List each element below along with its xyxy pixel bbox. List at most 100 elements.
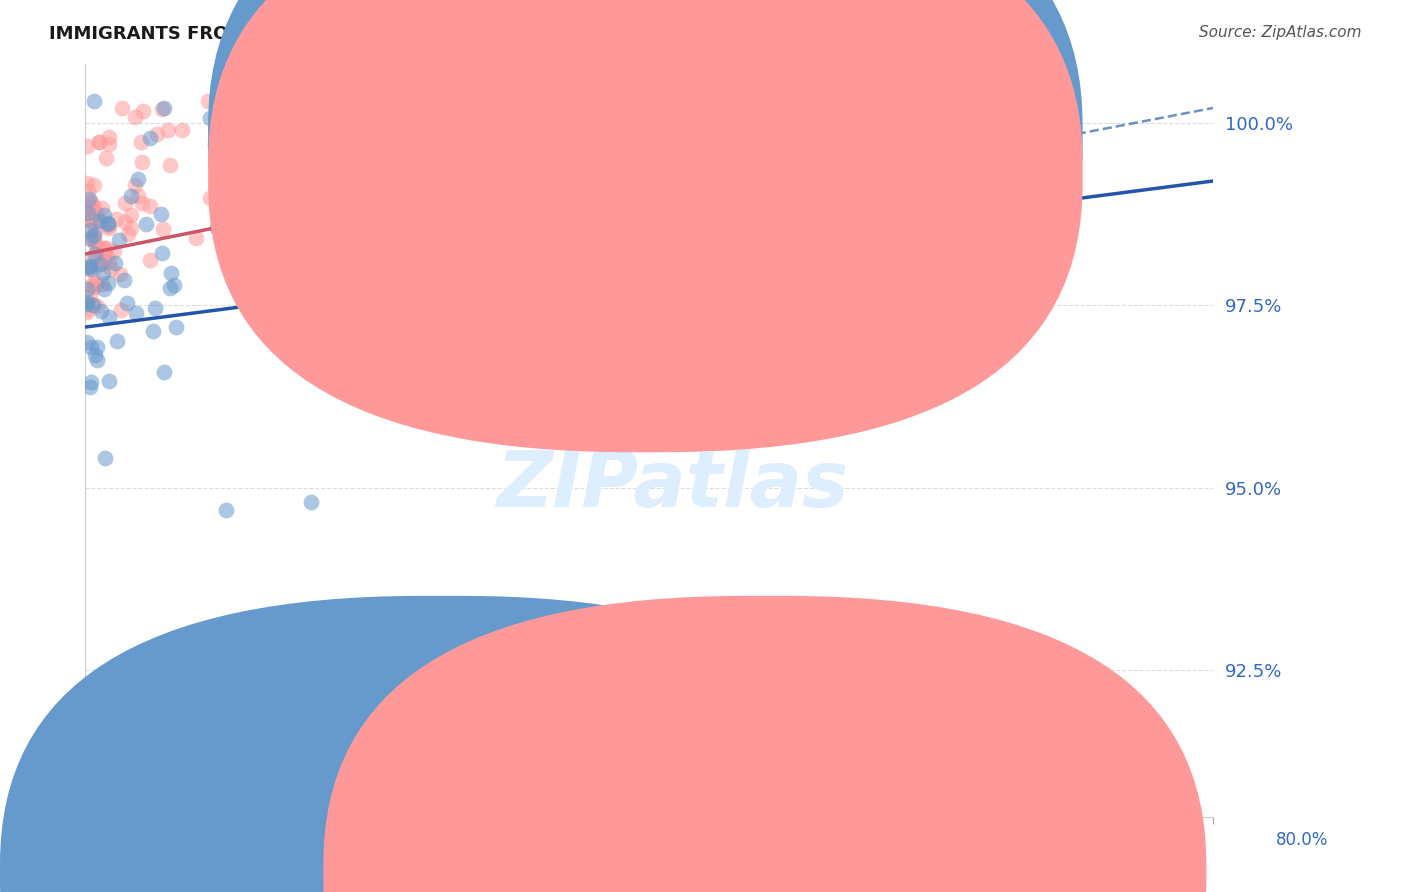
Point [238, 108, 260, 122]
Point [91, 256, 114, 270]
Point [356, 207, 378, 221]
Point [80, 251, 103, 265]
Point [98, 129, 121, 144]
Point [84, 236, 107, 251]
Point [124, 178, 146, 192]
Point [97, 374, 120, 388]
Point [891, 123, 914, 137]
Text: Immigrants from Western Africa: Immigrants from Western Africa [470, 863, 735, 881]
Point [163, 277, 186, 292]
Point [76, 212, 98, 227]
Point [79, 259, 101, 273]
Point [86, 299, 108, 313]
Point [89, 135, 111, 149]
Point [131, 103, 153, 118]
Point [80, 198, 103, 212]
Text: R = 0.391: R = 0.391 [669, 164, 765, 182]
Point [219, 207, 242, 221]
Text: ZIPatlas: ZIPatlas [496, 448, 848, 524]
Point [82, 297, 104, 311]
Point [84, 277, 107, 292]
Point [146, 127, 169, 141]
Point [204, 136, 226, 151]
Point [120, 221, 142, 235]
Point [211, 112, 233, 126]
Point [412, 159, 434, 173]
Point [200, 191, 222, 205]
Point [97, 221, 120, 235]
Point [86, 353, 108, 368]
Point [160, 266, 183, 280]
Point [440, 165, 463, 179]
Point [152, 103, 174, 117]
Point [79, 262, 101, 277]
Point [197, 94, 219, 108]
Point [94, 450, 117, 465]
Point [82, 213, 104, 227]
Point [135, 217, 157, 231]
Point [76, 176, 98, 190]
Point [198, 111, 221, 125]
Point [108, 268, 131, 282]
Point [120, 189, 142, 203]
Point [114, 214, 136, 228]
Text: R = 0.199: R = 0.199 [669, 127, 765, 145]
Point [83, 233, 105, 247]
Point [76, 260, 98, 275]
Point [80, 340, 103, 354]
Point [142, 324, 165, 338]
Point [149, 207, 172, 221]
Point [105, 212, 128, 227]
Point [83, 200, 105, 214]
Point [97, 217, 120, 231]
Point [264, 224, 287, 238]
Point [153, 101, 176, 115]
Point [82, 264, 104, 278]
Point [236, 120, 259, 134]
Point [159, 158, 181, 172]
Point [82, 297, 104, 311]
Point [225, 124, 247, 138]
Point [79, 232, 101, 246]
Point [891, 94, 914, 108]
Point [97, 136, 120, 151]
Point [242, 241, 264, 255]
Point [127, 189, 149, 203]
Text: N = 75: N = 75 [799, 127, 863, 145]
Point [83, 178, 105, 192]
Point [76, 302, 98, 317]
Point [93, 208, 115, 222]
Point [84, 214, 107, 228]
Point [322, 110, 344, 124]
Point [83, 227, 105, 242]
Point [87, 136, 110, 150]
Point [84, 206, 107, 220]
Point [76, 294, 98, 309]
Point [314, 172, 336, 186]
Point [120, 208, 142, 222]
Point [79, 288, 101, 302]
Point [77, 184, 100, 198]
Point [76, 296, 98, 310]
Point [97, 277, 120, 291]
Point [117, 227, 139, 241]
Point [83, 224, 105, 238]
Point [94, 241, 117, 255]
Point [80, 194, 103, 209]
Point [328, 189, 350, 203]
Point [370, 678, 392, 692]
Point [89, 257, 111, 271]
Point [165, 320, 187, 334]
Point [131, 136, 153, 150]
Text: 80.0%: 80.0% [1277, 831, 1329, 849]
Point [91, 202, 114, 216]
Point [94, 252, 117, 267]
Point [131, 154, 153, 169]
Point [93, 241, 115, 255]
Point [77, 206, 100, 220]
Point [89, 250, 111, 264]
Point [82, 229, 104, 244]
Point [96, 151, 118, 165]
Point [124, 111, 146, 125]
Point [107, 233, 129, 247]
